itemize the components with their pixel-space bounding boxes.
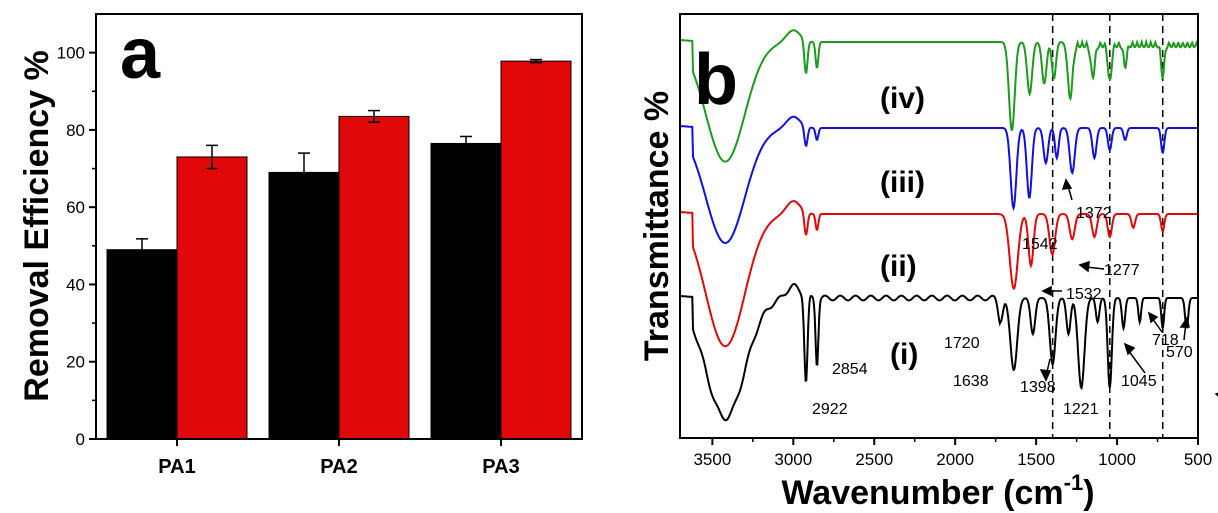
spectrum-ii xyxy=(679,200,1198,348)
peak-label-1720: 1720 xyxy=(944,335,980,352)
error-bar-group xyxy=(136,58,542,262)
x-tick-label: PA3 xyxy=(482,456,519,478)
error-bar-pa2-s1 xyxy=(298,152,310,193)
peak-label-1532: 1532 xyxy=(1066,286,1102,303)
peak-label-570: 570 xyxy=(1166,344,1193,361)
series-label-i: (i) xyxy=(890,338,918,371)
x-axis-label-sup: -1 xyxy=(1064,470,1084,495)
x-tick-label: PA2 xyxy=(320,456,357,478)
series-label-iv: (iv) xyxy=(880,82,925,115)
peak-label-1221: 1221 xyxy=(1063,401,1099,418)
spectrum-iv xyxy=(680,29,1199,163)
error-bar-pa1-s1 xyxy=(136,238,148,262)
peak-label-2922: 2922 xyxy=(812,401,848,418)
y-tick-label: 20 xyxy=(66,353,85,372)
peak-label-1398: 1398 xyxy=(1020,379,1056,396)
arrowhead-1372 xyxy=(1061,178,1073,190)
arrowhead-570 xyxy=(1179,316,1190,328)
series-label-iii: (iii) xyxy=(880,166,925,199)
bar-pa1-s1 xyxy=(106,249,178,440)
arrow-1045 xyxy=(1127,349,1146,374)
y-tick-label: 40 xyxy=(66,275,85,294)
arrowhead-1045 xyxy=(1123,342,1136,356)
x-axis-label: Wavenumber (cm-1) xyxy=(781,470,1094,512)
bar-pa3-s2 xyxy=(500,60,572,440)
x-tick-label: 500 xyxy=(1184,450,1212,469)
error-bar-pa3-s2 xyxy=(530,58,542,64)
peak-label-1638: 1638 xyxy=(953,373,989,390)
annotation-arrows xyxy=(1039,178,1218,397)
peak-label-1277: 1277 xyxy=(1104,262,1140,279)
spectrum-i xyxy=(679,283,1198,422)
x-ticks: PA1 PA2 PA3 xyxy=(158,439,520,478)
y-axis-label: Removal Efficiency % xyxy=(18,50,56,401)
bar-pa2-s1 xyxy=(268,171,340,440)
error-bar-pa1-s2 xyxy=(206,144,218,170)
x-tick-label: 1000 xyxy=(1098,450,1136,469)
error-bar-pa3-s1 xyxy=(460,135,472,152)
bar-pa2-s2 xyxy=(338,115,410,440)
arrowhead-1532 xyxy=(1041,285,1052,297)
x-tick-label: 3000 xyxy=(774,450,812,469)
series-label-ii: (ii) xyxy=(880,250,917,283)
y-ticks: 0 20 40 60 80 100 xyxy=(57,44,96,449)
panel-b-line-chart: 3500 3000 2500 2000 1500 1000 500 b Transmitta… xyxy=(638,13,1218,512)
peak-annotations: 2922 2854 1720 1638 1398 1221 1045 718 5… xyxy=(812,205,1193,418)
peak-label-718: 718 xyxy=(1152,332,1179,349)
bar-group xyxy=(106,60,572,440)
dashed-reference-lines xyxy=(1051,14,1164,438)
peak-label-1045: 1045 xyxy=(1121,373,1157,390)
spectrum-iii xyxy=(680,115,1198,245)
y-tick-label: 80 xyxy=(66,121,85,140)
panel-label-a: a xyxy=(120,14,161,94)
arrowhead-1277 xyxy=(1078,260,1090,273)
peak-label-2854: 2854 xyxy=(832,361,868,378)
x-tick-label: 2500 xyxy=(855,450,893,469)
x-tick-label: 1500 xyxy=(1017,450,1055,469)
x-axis-label-main: Wavenumber (cm xyxy=(781,474,1063,512)
y-tick-label: 60 xyxy=(66,198,85,217)
x-ticks: 3500 3000 2500 2000 1500 1000 500 xyxy=(693,438,1212,469)
panel-label-b: b xyxy=(694,40,738,120)
panel-a-bar-chart: 0 20 40 60 80 100 PA1 PA2 PA3 Removal Efficienc… xyxy=(18,13,583,478)
x-tick-label: 2000 xyxy=(936,450,974,469)
error-bar-pa2-s2 xyxy=(368,109,380,123)
y-tick-label: 100 xyxy=(57,44,85,63)
x-tick-label: 3500 xyxy=(693,450,731,469)
arrowhead-1398 xyxy=(1039,369,1052,382)
x-tick-label: PA1 xyxy=(158,456,195,478)
arrowhead-718 xyxy=(1147,311,1159,324)
peak-label-1542: 1542 xyxy=(1022,236,1058,253)
panel-b-frame xyxy=(679,13,1199,439)
peak-label-1372: 1372 xyxy=(1076,205,1112,222)
y-tick-label: 0 xyxy=(76,430,85,449)
bar-pa3-s1 xyxy=(430,142,502,440)
x-axis-label-end: ) xyxy=(1083,474,1094,512)
y-axis-label: Transmittance % xyxy=(638,91,676,361)
bar-pa1-s2 xyxy=(176,156,248,440)
